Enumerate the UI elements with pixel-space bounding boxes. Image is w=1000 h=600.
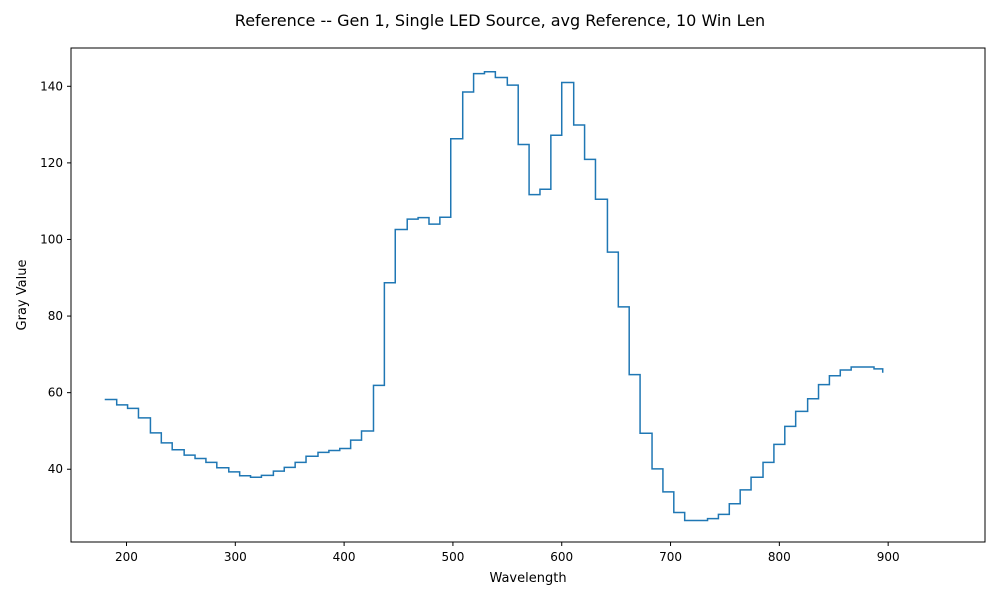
- y-tick-label: 80: [48, 309, 63, 323]
- y-tick-label: 140: [40, 79, 63, 93]
- series-layer: [104, 70, 884, 522]
- x-tick-label: 300: [224, 550, 247, 564]
- x-tick-label: 500: [441, 550, 464, 564]
- plot-area-frame: [70, 47, 986, 543]
- y-tick-label: 40: [48, 462, 63, 476]
- x-tick-label: 400: [333, 550, 356, 564]
- x-tick-label: 600: [550, 550, 573, 564]
- x-axis: 200 300 400 500 600 700 800 900: [115, 542, 900, 564]
- series-line: [104, 70, 884, 522]
- y-tick-label: 100: [40, 232, 63, 246]
- y-tick-label: 120: [40, 156, 63, 170]
- chart-title: Reference -- Gen 1, Single LED Source, a…: [235, 11, 765, 30]
- x-tick-label: 700: [659, 550, 682, 564]
- x-tick-label: 800: [768, 550, 791, 564]
- y-axis-label: Gray Value: [15, 260, 30, 331]
- x-tick-label: 900: [877, 550, 900, 564]
- x-tick-label: 200: [115, 550, 138, 564]
- y-tick-label: 60: [48, 386, 63, 400]
- y-axis: 40 60 80 100 120 140: [40, 79, 71, 476]
- x-axis-label: Wavelength: [489, 571, 566, 586]
